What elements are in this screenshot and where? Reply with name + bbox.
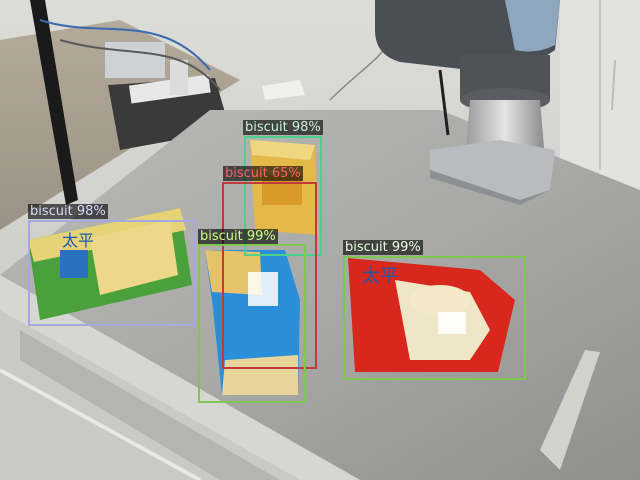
detection-label-biscuit-top: biscuit 98% (243, 120, 323, 135)
black-pole (30, 0, 78, 205)
detection-box-biscuit-mid-red (222, 182, 317, 369)
metal-tool (540, 350, 600, 470)
detection-box-biscuit-left (28, 220, 196, 326)
table-edge (0, 275, 360, 480)
robot-base-plate (430, 140, 555, 200)
power-strip (128, 74, 211, 104)
detection-box-biscuit-top (244, 136, 322, 256)
detection-label-biscuit-mid-red: biscuit 65% (223, 166, 303, 181)
pack-text-green: 太平 (62, 231, 94, 250)
biscuit-pack-yellow-back (250, 140, 318, 235)
detection-box-biscuit-blue (198, 244, 306, 403)
biscuit-pack-red: 太平 (348, 258, 515, 372)
pack-text-red: 太平 (362, 266, 398, 287)
biscuit-pack-blue (205, 250, 300, 395)
detection-label-biscuit-blue: biscuit 99% (198, 229, 278, 244)
table-top (0, 110, 640, 480)
detection-label-biscuit-red: biscuit 99% (343, 240, 423, 255)
detection-label-biscuit-left: biscuit 98% (28, 204, 108, 219)
detection-box-biscuit-red (343, 256, 526, 380)
